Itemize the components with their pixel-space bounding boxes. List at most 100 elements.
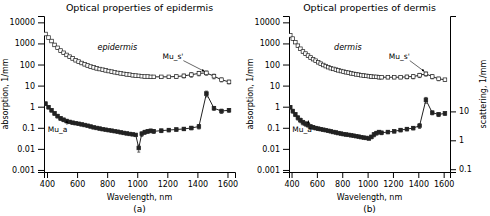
error-bar [437, 113, 440, 117]
y2-axis-tick-label: 10 [459, 107, 469, 116]
x-axis-line [290, 173, 451, 179]
x-axis-tick-label: 1000 [358, 180, 378, 189]
marker [386, 130, 390, 134]
y-axis-tick-label: 1 [275, 103, 280, 112]
marker [424, 72, 428, 76]
x-axis-tick-mark [418, 172, 419, 178]
error-bar [393, 130, 396, 133]
error-bar [160, 76, 163, 79]
error-bar [393, 76, 396, 79]
y-axis-tick-mark [283, 128, 289, 129]
marker [190, 73, 194, 77]
y-axis-tick-mark [283, 65, 289, 66]
y-axis-tick-mark [283, 86, 289, 87]
x-axis-tick: 1000 [128, 172, 148, 189]
error-bar [152, 130, 155, 134]
marker [212, 74, 216, 78]
error-bar [175, 75, 178, 78]
x-axis-tick-label: 1400 [188, 180, 208, 189]
x-axis-tick-mark [292, 172, 293, 178]
x-axis-tick: 1400 [188, 172, 208, 189]
marker [430, 111, 434, 115]
x-axis-tick-label: 1600 [218, 180, 238, 189]
y-axis-tick-mark [283, 107, 289, 108]
y-axis-tick: 0.001 [257, 166, 289, 175]
x-axis-tick-mark [368, 172, 369, 178]
marker [137, 146, 141, 150]
y2-axis-tick-mark [450, 140, 456, 141]
y-axis-title: absorption, 1/mm [246, 58, 255, 129]
annotation: epidermis [97, 43, 137, 52]
x-axis-tick-mark [167, 172, 168, 178]
x-axis-tick-mark [342, 172, 343, 178]
y-axis-tick-label: 1000 [15, 39, 35, 48]
marker [220, 109, 224, 113]
marker [227, 80, 231, 84]
y-axis-tick: 1000 [260, 39, 289, 48]
marker [430, 75, 434, 79]
y-axis-tick: 1000 [15, 39, 44, 48]
y-axis-tick-label: 0.001 [257, 166, 280, 175]
x-axis-tick: 600 [310, 172, 325, 189]
marker [197, 72, 201, 76]
error-bar [412, 75, 415, 79]
marker [424, 98, 428, 102]
x-axis-tick: 1600 [218, 172, 238, 189]
y-axis-tick-mark [38, 86, 44, 87]
x-axis-tick-mark [77, 172, 78, 178]
x-axis-tick-label: 600 [70, 180, 85, 189]
y2-axis-tick-mark [450, 111, 456, 112]
marker [399, 128, 403, 132]
error-bar [437, 77, 440, 81]
chart-title: Optical properties of epidermis [66, 2, 213, 13]
marker [411, 75, 415, 79]
y-axis-tick-mark [283, 170, 289, 171]
y-axis-tick: 100 [265, 61, 289, 70]
marker [44, 32, 47, 36]
series-line [290, 35, 445, 79]
error-bar [137, 145, 140, 152]
series [289, 97, 447, 140]
marker [190, 126, 194, 130]
x-axis-tick-label: 1000 [128, 180, 148, 189]
error-bar [405, 75, 408, 79]
error-bar [291, 38, 294, 40]
y-axis-tick: 10 [25, 82, 44, 91]
error-bar [205, 91, 208, 97]
error-bar [386, 76, 389, 79]
y2-axis-tick: 1 [450, 136, 464, 145]
error-bar [294, 41, 297, 43]
marker [160, 75, 164, 79]
x-axis-tick-label: 1600 [434, 180, 454, 189]
marker [437, 113, 441, 117]
y-axis-tick: 0.01 [262, 145, 289, 154]
y-axis-tick-label: 10000 [255, 18, 280, 27]
marker [182, 74, 186, 78]
error-bar [418, 124, 421, 129]
x-axis-tick-mark [317, 172, 318, 178]
marker [175, 75, 179, 79]
y-axis-tick-label: 0.01 [262, 145, 280, 154]
y2-axis-tick: 0.1 [450, 165, 472, 174]
marker [134, 133, 138, 137]
marker [47, 36, 51, 40]
error-bar [424, 97, 427, 103]
y-axis-tick: 10000 [10, 18, 44, 27]
y-axis-tick: 10000 [255, 18, 289, 27]
x-axis-title: Wavelength, nm [107, 193, 173, 202]
x-axis-line [45, 173, 236, 179]
error-bar [424, 72, 427, 76]
y-axis-tick: 10 [270, 82, 289, 91]
marker [197, 125, 201, 129]
error-bar [399, 129, 402, 132]
error-bar [443, 112, 446, 115]
chart-container: 40060080010001200140016000.0010.010.1110… [0, 0, 490, 216]
marker [380, 75, 384, 79]
series-line [290, 100, 445, 139]
error-bar [289, 106, 292, 110]
error-bar [44, 33, 47, 35]
error-bar [227, 80, 230, 84]
marker [152, 75, 156, 79]
x-axis-tick-label: 800 [335, 180, 350, 189]
y-axis-tick-mark [38, 65, 44, 66]
